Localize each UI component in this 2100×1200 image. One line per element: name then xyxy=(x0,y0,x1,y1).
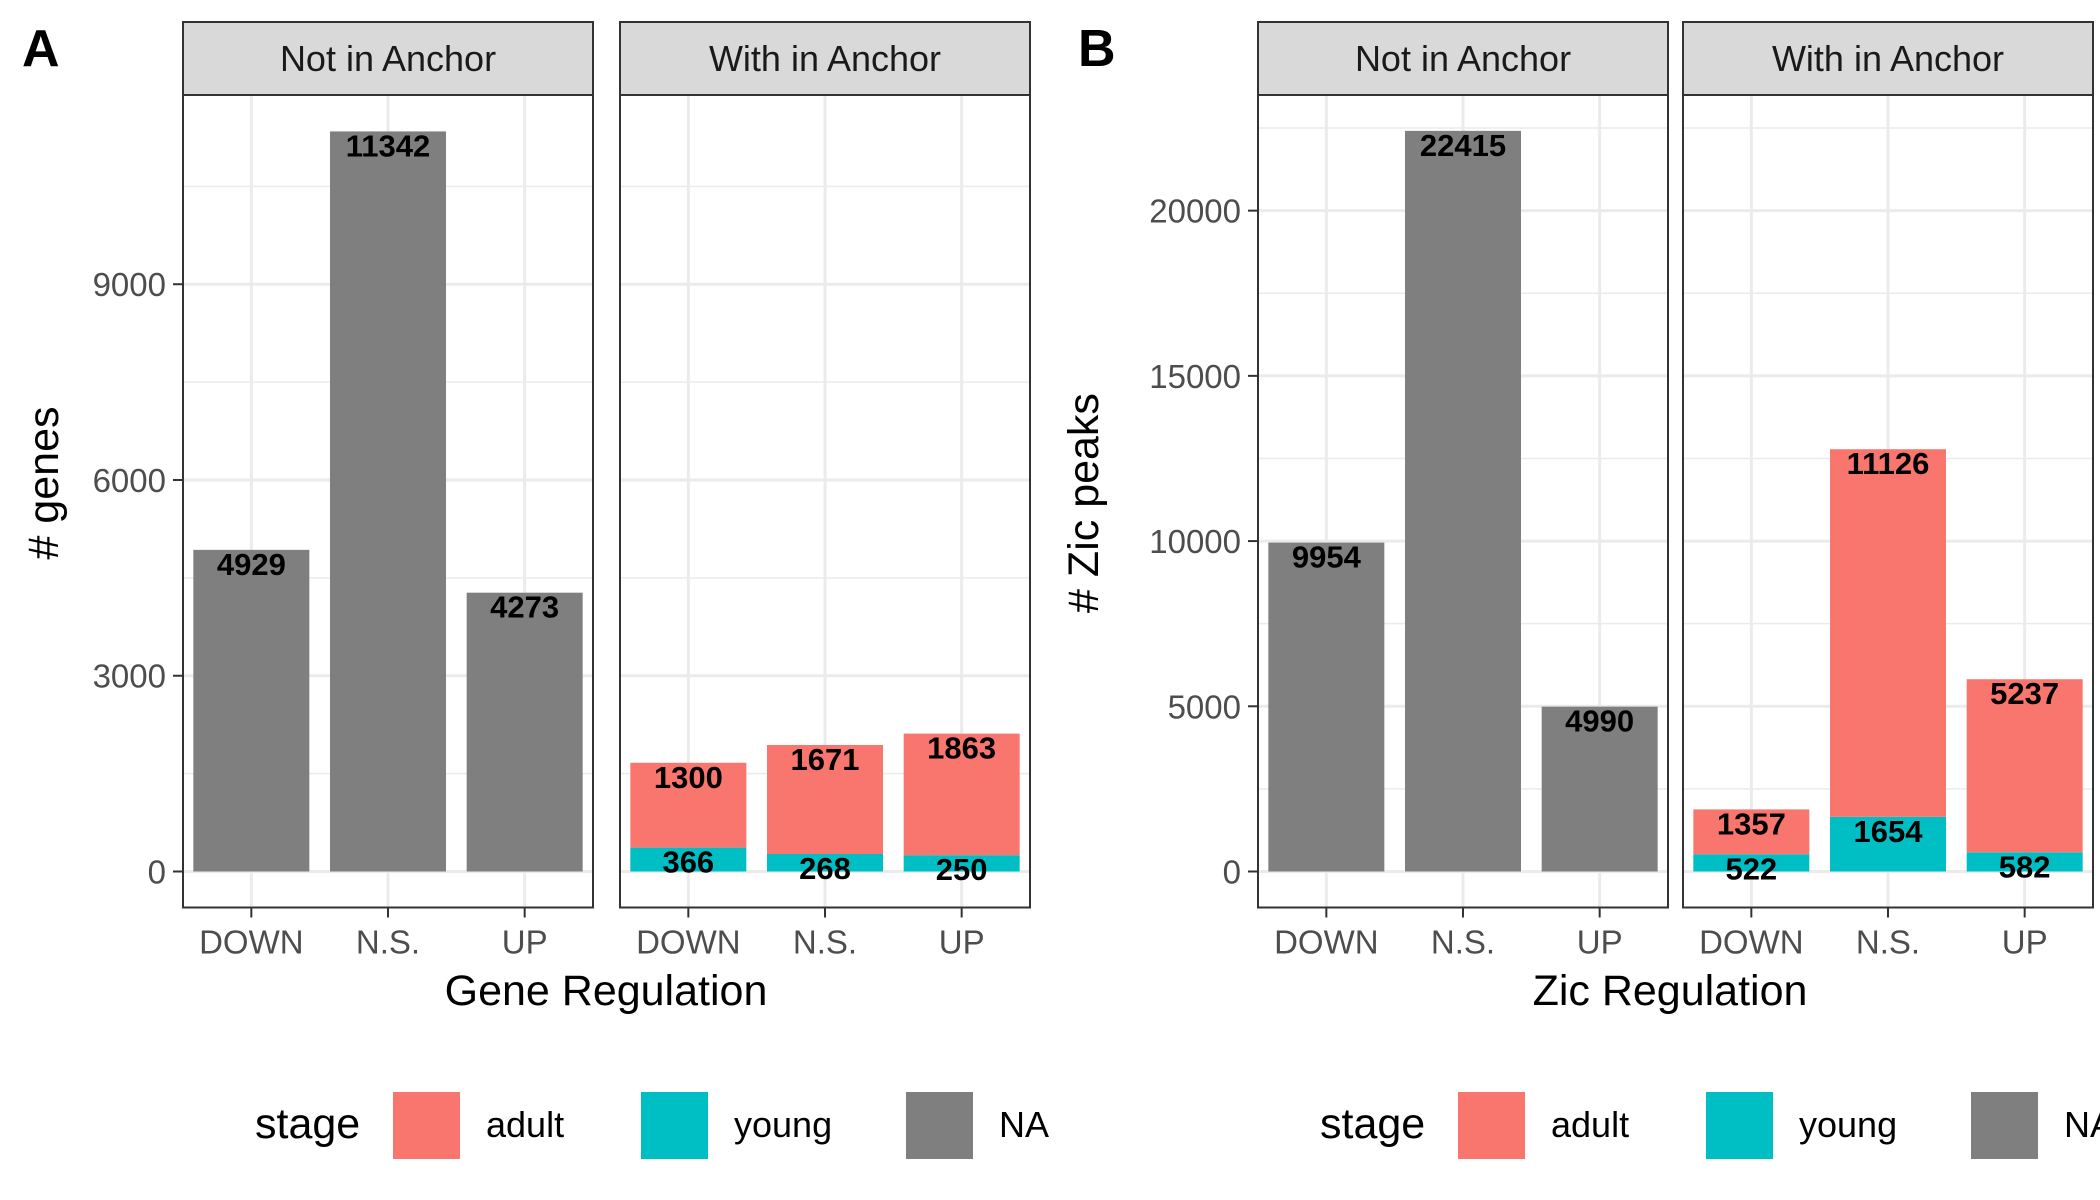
legend-key-young xyxy=(641,1092,708,1159)
bar-value-label: 366 xyxy=(662,845,714,880)
bar-value-label: 250 xyxy=(936,852,988,887)
legend: stage adult young NA xyxy=(1320,1092,2100,1159)
x-axis-title: Zic Regulation xyxy=(1533,967,1808,1015)
legend-label: young xyxy=(734,1104,832,1145)
x-tick-label: UP xyxy=(939,924,985,961)
bar-N.S.-NA xyxy=(330,131,446,872)
facet-0: 4929 11342 4273 Not in Anchor DOWN N.S. UP 0 300… xyxy=(93,21,594,961)
bar-value-label: 11126 xyxy=(1847,446,1930,481)
legend-label: adult xyxy=(486,1104,564,1145)
legend: stage adult young NA xyxy=(255,1092,1049,1159)
y-tick-label: 15000 xyxy=(1149,358,1241,395)
y-tick-label: 5000 xyxy=(1168,688,1241,725)
bar-N.S.-young xyxy=(767,854,883,872)
legend-key-adult xyxy=(1458,1092,1525,1159)
y-tick-label: 0 xyxy=(148,854,166,891)
bar-value-label: 4990 xyxy=(1565,704,1634,739)
bar-value-label: 268 xyxy=(799,851,851,886)
x-tick-label: UP xyxy=(502,924,548,961)
facet-strip xyxy=(619,21,1031,96)
bar-value-label: 11342 xyxy=(346,128,431,163)
bar-UP-adult xyxy=(1966,679,2083,853)
bar-value-label: 4929 xyxy=(217,547,286,582)
x-tick-label: N.S. xyxy=(1431,924,1495,961)
bar-value-label: 5237 xyxy=(1990,676,2059,711)
facet-strip xyxy=(182,21,594,96)
x-tick-label: N.S. xyxy=(793,924,857,961)
bar-DOWN-NA xyxy=(193,549,310,872)
y-tick-label: 3000 xyxy=(93,658,166,695)
x-axis-title: Gene Regulation xyxy=(445,967,768,1015)
legend-key-adult xyxy=(393,1092,460,1159)
bar-DOWN-young xyxy=(1693,854,1810,872)
x-tick-label: DOWN xyxy=(636,924,740,961)
bar-N.S.-young xyxy=(1830,816,1946,872)
bar-DOWN-adult xyxy=(1693,809,1810,855)
bar-UP-young xyxy=(1966,852,2083,872)
x-tick-label: UP xyxy=(2002,924,2048,961)
facet-strip-title: With in Anchor xyxy=(1772,38,2004,79)
facet-strip xyxy=(1682,21,2094,96)
y-tick-label: 9000 xyxy=(93,266,166,303)
facet-1: 522 1357 1654 11126 582 5237 With in Anchor DOW… xyxy=(1682,21,2094,961)
chart-panel-B: B 9954 22415 4990 Not in Anchor DOWN N.S. UP 0 50… xyxy=(1060,20,2100,1159)
bar-value-label: 582 xyxy=(1999,849,2051,884)
bar-N.S.-adult xyxy=(1830,449,1946,817)
facet-strip xyxy=(1257,21,1669,96)
panel-letter: A xyxy=(22,20,60,78)
bar-UP-NA xyxy=(466,592,583,872)
legend-label: adult xyxy=(1551,1104,1629,1145)
legend-title: stage xyxy=(1320,1100,1425,1148)
bar-value-label: 522 xyxy=(1725,851,1777,886)
bar-DOWN-NA xyxy=(1268,542,1385,872)
y-tick-label: 10000 xyxy=(1149,523,1241,560)
bar-UP-adult xyxy=(903,733,1020,856)
bar-UP-young xyxy=(903,855,1020,872)
bar-value-label: 4273 xyxy=(490,590,559,625)
facet-strip-title: With in Anchor xyxy=(709,38,941,79)
bar-value-label: 1654 xyxy=(1854,814,1924,849)
bar-value-label: 9954 xyxy=(1292,540,1362,575)
bar-UP-NA xyxy=(1541,706,1658,872)
bar-value-label: 22415 xyxy=(1420,128,1506,163)
bar-value-label: 1671 xyxy=(791,742,860,777)
facet-strip-title: Not in Anchor xyxy=(1355,38,1571,79)
bar-value-label: 1863 xyxy=(927,731,996,766)
panel-letter: B xyxy=(1078,20,1116,78)
legend-label: young xyxy=(1799,1104,1897,1145)
bar-N.S.-NA xyxy=(1405,130,1521,872)
facet-1: 366 1300 268 1671 250 1863 With in Anchor DOWN N… xyxy=(619,21,1031,961)
x-tick-label: N.S. xyxy=(1856,924,1920,961)
x-tick-label: N.S. xyxy=(356,924,420,961)
y-tick-label: 6000 xyxy=(93,462,166,499)
legend-title: stage xyxy=(255,1100,360,1148)
x-tick-label: UP xyxy=(1577,924,1623,961)
facet-strip-title: Not in Anchor xyxy=(280,38,496,79)
y-axis-title: # genes xyxy=(20,406,68,559)
y-tick-label: 20000 xyxy=(1149,193,1241,230)
legend-label: NA xyxy=(2064,1104,2100,1145)
legend-label: NA xyxy=(999,1104,1049,1145)
y-tick-label: 0 xyxy=(1223,854,1241,891)
bar-N.S.-adult xyxy=(767,744,883,855)
facet-0: 9954 22415 4990 Not in Anchor DOWN N.S. UP 0 500… xyxy=(1149,21,1669,961)
bar-value-label: 1357 xyxy=(1717,806,1786,841)
x-tick-label: DOWN xyxy=(199,924,303,961)
legend-key-NA xyxy=(1971,1092,2038,1159)
y-axis-title: # Zic peaks xyxy=(1060,393,1108,613)
legend-key-young xyxy=(1706,1092,1773,1159)
chart-panel-A: A 4929 11342 4273 Not in Anchor DOWN N.S. UP 0 30… xyxy=(20,20,1049,1159)
bar-value-label: 1300 xyxy=(654,760,723,795)
legend-key-NA xyxy=(906,1092,973,1159)
x-tick-label: DOWN xyxy=(1699,924,1803,961)
bar-DOWN-adult xyxy=(630,762,747,848)
bar-DOWN-young xyxy=(630,847,747,872)
x-tick-label: DOWN xyxy=(1274,924,1378,961)
